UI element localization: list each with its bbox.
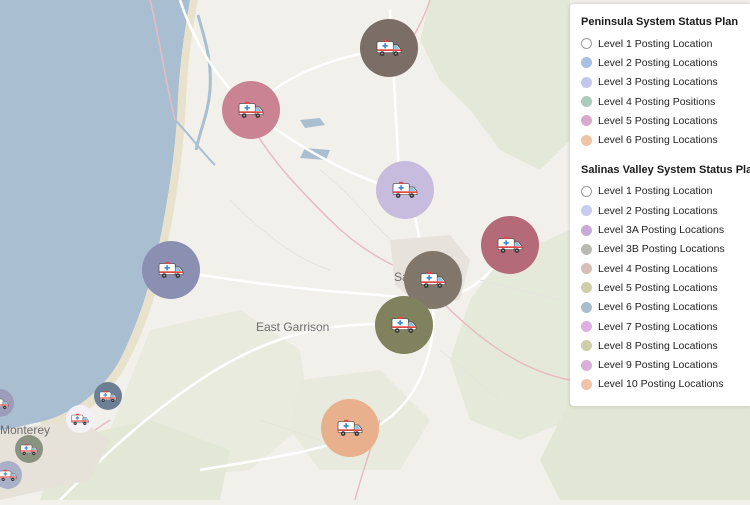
legend-item-peninsula-2[interactable]: Level 2 Posting Locations <box>581 53 750 72</box>
legend-swatch <box>581 134 592 146</box>
legend-item-label: Level 2 Posting Locations <box>598 56 718 69</box>
posting-location-marker-monterey-west[interactable] <box>0 389 14 417</box>
posting-location-marker-monterey-east[interactable] <box>15 435 43 463</box>
legend-item-peninsula-3[interactable]: Level 3 Posting Locations <box>581 73 750 92</box>
legend-swatch <box>581 359 592 371</box>
legend-item-label: Level 4 Posting Positions <box>598 95 716 108</box>
posting-location-marker-pacific-grove[interactable] <box>0 461 22 489</box>
place-label-east-garrison: East Garrison <box>256 320 330 334</box>
legend-swatch <box>581 57 592 69</box>
ambulance-icon <box>376 39 402 57</box>
legend-item-label: Level 3 Posting Locations <box>598 76 718 89</box>
legend-title-salinas-valley: Salinas Valley System Status Plan <box>581 163 750 176</box>
legend-item-label: Level 7 Posting Locations <box>598 320 718 333</box>
legend-item-salinas-valley-1[interactable]: Level 1 Posting Location <box>581 182 750 201</box>
ambulance-icon <box>0 469 17 482</box>
legend-swatch <box>581 321 592 332</box>
legend-swatch <box>581 243 592 255</box>
legend-item-label: Level 3B Posting Locations <box>598 243 725 256</box>
ambulance-icon <box>391 316 417 334</box>
legend-item-salinas-valley-10[interactable]: Level 9 Posting Locations <box>581 355 750 374</box>
legend-swatch <box>581 224 592 236</box>
legend-item-label: Level 5 Posting Locations <box>598 281 718 294</box>
posting-location-marker-salinas-north[interactable] <box>376 161 434 219</box>
legend-panel: Peninsula System Status Plan Level 1 Pos… <box>570 4 750 406</box>
legend-swatch <box>581 378 592 390</box>
ambulance-icon <box>337 419 363 437</box>
legend-item-salinas-valley-9[interactable]: Level 8 Posting Locations <box>581 336 750 355</box>
legend-item-salinas-valley-8[interactable]: Level 7 Posting Locations <box>581 317 750 336</box>
legend-item-label: Level 1 Posting Location <box>598 185 713 198</box>
ambulance-icon <box>392 181 418 199</box>
legend-item-salinas-valley-3[interactable]: Level 3A Posting Locations <box>581 220 750 239</box>
legend-item-salinas-valley-11[interactable]: Level 10 Posting Locations <box>581 375 750 394</box>
legend-item-peninsula-5[interactable]: Level 5 Posting Locations <box>581 111 750 130</box>
legend-item-peninsula-1[interactable]: Level 1 Posting Location <box>581 34 750 53</box>
legend-item-label: Level 5 Posting Locations <box>598 114 718 127</box>
legend-item-salinas-valley-2[interactable]: Level 2 Posting Locations <box>581 201 750 220</box>
ambulance-icon <box>99 390 117 403</box>
legend-item-label: Level 6 Posting Locations <box>598 134 718 147</box>
legend-item-salinas-valley-4[interactable]: Level 3B Posting Locations <box>581 240 750 259</box>
place-label-monterey: Monterey <box>0 423 51 437</box>
legend-title-peninsula: Peninsula System Status Plan <box>581 16 739 28</box>
legend-swatch <box>581 96 592 108</box>
posting-location-marker-salinas-south[interactable] <box>375 296 433 354</box>
posting-location-marker-salinas-east[interactable] <box>481 216 539 274</box>
legend-item-label: Level 8 Posting Locations <box>598 339 718 352</box>
ambulance-icon <box>71 413 89 426</box>
posting-location-marker-seaside[interactable] <box>66 405 94 433</box>
legend-item-label: Level 9 Posting Locations <box>598 359 718 372</box>
posting-location-marker-marina[interactable] <box>142 241 200 299</box>
legend-item-label: Level 6 Posting Locations <box>598 301 718 314</box>
legend-item-label: Level 1 Posting Location <box>598 37 713 50</box>
legend-swatch <box>581 263 592 275</box>
ambulance-icon <box>497 236 523 254</box>
legend-swatch <box>581 340 592 352</box>
legend-swatch <box>581 115 592 127</box>
ambulance-icon <box>158 261 184 279</box>
ambulance-icon <box>0 397 9 410</box>
legend-swatch <box>581 301 592 313</box>
legend-item-peninsula-6[interactable]: Level 6 Posting Locations <box>581 130 750 149</box>
legend-swatch <box>581 205 592 217</box>
ambulance-icon <box>238 101 264 119</box>
legend-item-peninsula-4[interactable]: Level 4 Posting Positions <box>581 92 750 111</box>
legend-item-salinas-valley-5[interactable]: Level 4 Posting Locations <box>581 259 750 278</box>
legend-item-label: Level 2 Posting Locations <box>598 204 718 217</box>
legend-item-label: Level 4 Posting Locations <box>598 262 718 275</box>
legend-item-salinas-valley-7[interactable]: Level 6 Posting Locations <box>581 298 750 317</box>
ambulance-icon <box>20 443 38 456</box>
legend-swatch <box>581 76 592 88</box>
legend-swatch <box>581 38 592 50</box>
legend-item-label: Level 10 Posting Locations <box>598 378 724 391</box>
legend-item-salinas-valley-6[interactable]: Level 5 Posting Locations <box>581 278 750 297</box>
legend-swatch <box>581 185 592 197</box>
posting-location-marker-seaside-east[interactable] <box>94 382 122 410</box>
legend-swatch <box>581 282 592 294</box>
posting-location-marker-castroville[interactable] <box>360 19 418 77</box>
ambulance-icon <box>420 271 446 289</box>
posting-location-marker-spreckels-south[interactable] <box>321 399 379 457</box>
legend-item-label: Level 3A Posting Locations <box>598 224 725 237</box>
posting-location-marker-marina-north[interactable] <box>222 81 280 139</box>
